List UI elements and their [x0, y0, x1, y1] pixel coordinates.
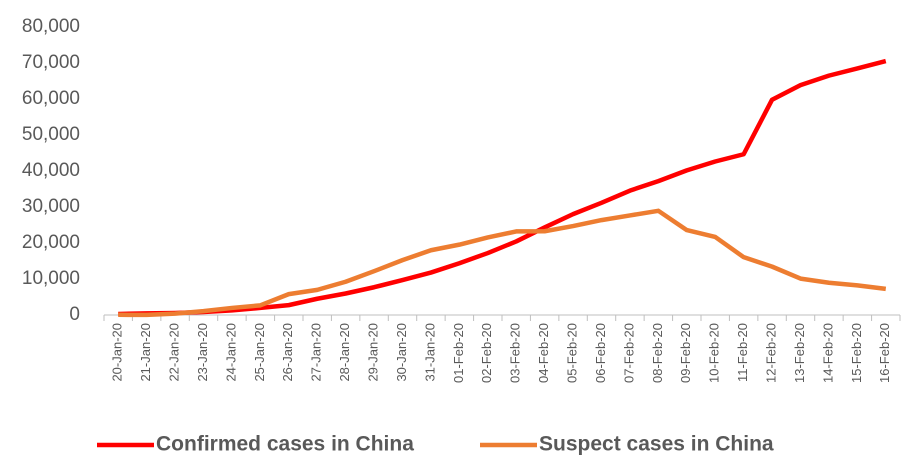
x-tick-label: 25-Jan-20 [252, 323, 267, 382]
x-tick-label: 04-Feb-20 [536, 323, 551, 383]
x-tick-label: 30-Jan-20 [394, 323, 409, 382]
y-tick-label: 70,000 [22, 52, 80, 73]
x-tick-label: 29-Jan-20 [366, 323, 381, 382]
y-tick-label: 0 [69, 304, 80, 325]
y-tick-label: 40,000 [22, 160, 80, 181]
x-tick-label: 09-Feb-20 [678, 323, 693, 383]
x-tick-label: 02-Feb-20 [479, 323, 494, 383]
x-tick-label: 23-Jan-20 [195, 323, 210, 382]
x-tick-label: 26-Jan-20 [280, 323, 295, 382]
x-tick-label: 03-Feb-20 [508, 323, 523, 383]
x-tick-label: 13-Feb-20 [792, 323, 807, 383]
x-tick-label: 07-Feb-20 [621, 323, 636, 383]
y-tick-label: 30,000 [22, 196, 80, 217]
series-line [118, 208, 887, 318]
x-tick-label: 08-Feb-20 [650, 323, 665, 383]
series-line [118, 58, 887, 317]
x-tick-label: 22-Jan-20 [167, 323, 182, 382]
x-tick-label: 16-Feb-20 [877, 323, 892, 383]
x-tick-label: 06-Feb-20 [593, 323, 608, 383]
x-tick-label: 28-Jan-20 [337, 323, 352, 382]
x-tick-label: 12-Feb-20 [764, 323, 779, 383]
x-tick-label: 27-Jan-20 [309, 323, 324, 382]
x-tick-label: 01-Feb-20 [451, 323, 466, 383]
x-tick-label: 31-Jan-20 [422, 323, 437, 382]
x-tick-label: 10-Feb-20 [707, 323, 722, 383]
x-tick-label: 05-Feb-20 [565, 323, 580, 383]
y-tick-label: 10,000 [22, 268, 80, 289]
y-tick-label: 50,000 [22, 124, 80, 145]
x-tick-label: 21-Jan-20 [138, 323, 153, 382]
y-tick-label: 20,000 [22, 232, 80, 253]
x-tick-label: 20-Jan-20 [110, 323, 125, 382]
x-tick-label: 24-Jan-20 [223, 323, 238, 382]
x-tick-label: 14-Feb-20 [820, 323, 835, 383]
legend-label: Confirmed cases in China [156, 433, 414, 456]
y-tick-label: 80,000 [22, 16, 80, 37]
y-tick-label: 60,000 [22, 88, 80, 109]
legend-label: Suspect cases in China [539, 433, 774, 456]
x-tick-label: 15-Feb-20 [849, 323, 864, 383]
x-tick-label: 11-Feb-20 [735, 323, 750, 382]
